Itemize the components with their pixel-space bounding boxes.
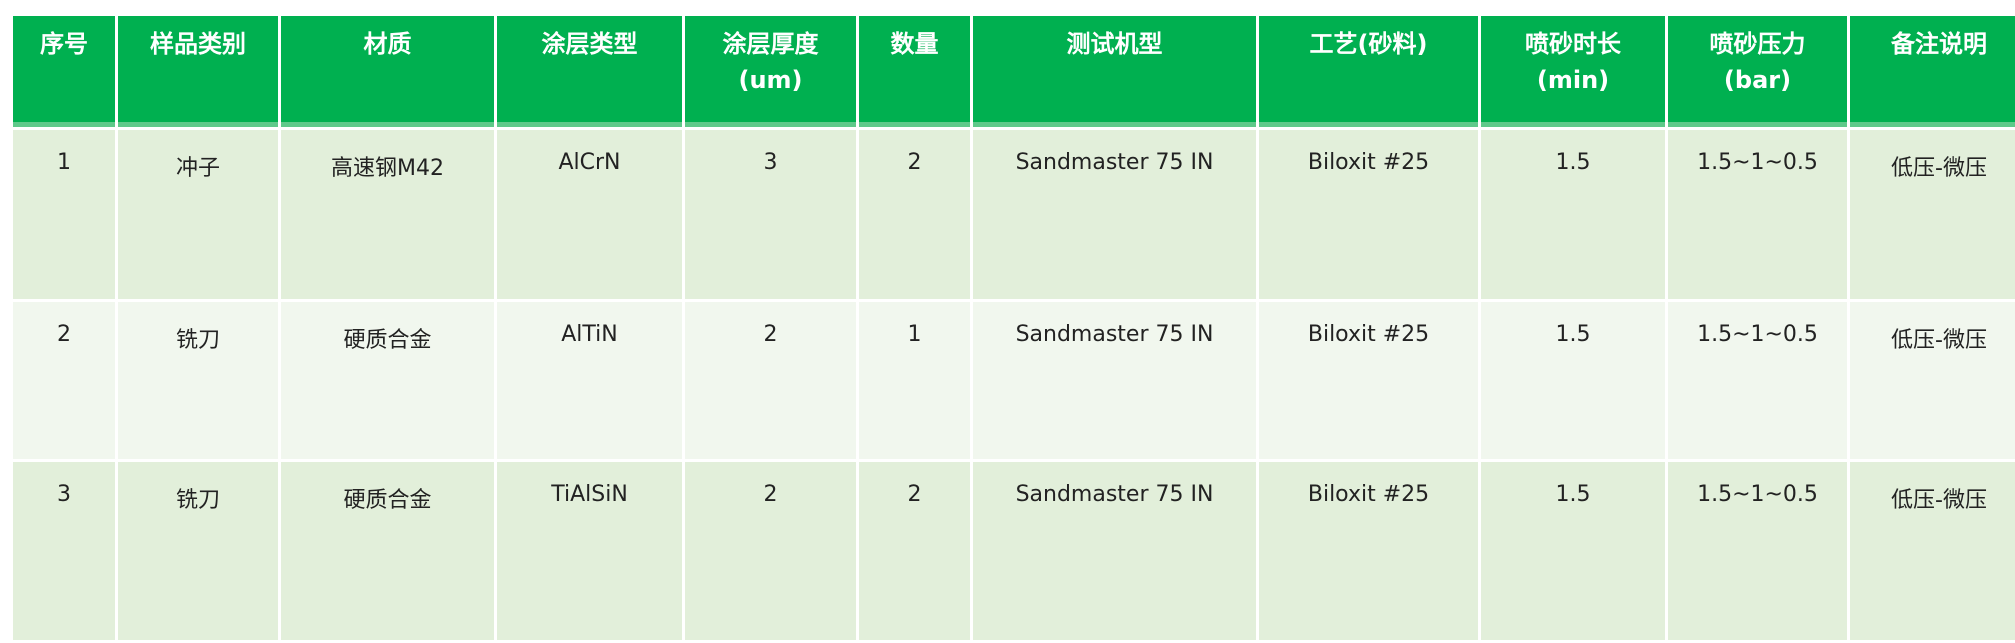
header-remarks: 备注说明 — [1850, 16, 2015, 127]
cell-remarks: 低压-微压 — [1850, 130, 2015, 299]
cell-blast-duration: 1.5 — [1481, 130, 1665, 299]
header-label: 序号 — [40, 30, 88, 58]
cell-coating-type: TiAlSiN — [497, 462, 682, 640]
header-label: 涂层厚度 — [722, 30, 819, 58]
cell-test-machine: Sandmaster 75 IN — [973, 130, 1256, 299]
cell-index: 1 — [13, 130, 115, 299]
header-unit: (min) — [1536, 66, 1610, 94]
header-blast-pressure: 喷砂压力 (bar) — [1668, 16, 1847, 127]
cell-blast-pressure: 1.5~1~0.5 — [1668, 462, 1847, 640]
header-coating-type: 涂层类型 — [497, 16, 682, 127]
cell-coating-thickness: 3 — [685, 130, 856, 299]
cell-coating-type: AlTiN — [497, 302, 682, 459]
header-material: 材质 — [281, 16, 494, 127]
cell-sample-type: 冲子 — [118, 130, 278, 299]
table-row: 3 铣刀 硬质合金 TiAlSiN 2 2 Sandmaster 75 IN Biloxit … — [13, 462, 2015, 640]
header-unit: (um) — [738, 66, 803, 94]
header-label: 备注说明 — [1891, 30, 1987, 58]
cell-quantity: 1 — [859, 302, 970, 459]
sample-table: 序号 样品类别 材质 涂层类型 涂层厚度 (um) 数量 测试机型 工艺(砂料) 喷砂时长 (min… — [10, 13, 2015, 643]
cell-material: 硬质合金 — [281, 462, 494, 640]
cell-material: 硬质合金 — [281, 302, 494, 459]
header-quantity: 数量 — [859, 16, 970, 127]
header-index: 序号 — [13, 16, 115, 127]
cell-sample-type: 铣刀 — [118, 462, 278, 640]
cell-remarks: 低压-微压 — [1850, 302, 2015, 459]
header-label: 工艺(砂料) — [1309, 30, 1428, 58]
header-unit: (bar) — [1723, 66, 1792, 94]
header-sample-type: 样品类别 — [118, 16, 278, 127]
cell-coating-type: AlCrN — [497, 130, 682, 299]
cell-material: 高速钢M42 — [281, 130, 494, 299]
cell-blast-pressure: 1.5~1~0.5 — [1668, 130, 1847, 299]
cell-blast-duration: 1.5 — [1481, 462, 1665, 640]
table-row: 1 冲子 高速钢M42 AlCrN 3 2 Sandmaster 75 IN Biloxit … — [13, 130, 2015, 299]
cell-coating-thickness: 2 — [685, 302, 856, 459]
cell-process-media: Biloxit #25 — [1259, 462, 1478, 640]
header-label: 涂层类型 — [541, 30, 638, 58]
cell-remarks: 低压-微压 — [1850, 462, 2015, 640]
cell-blast-duration: 1.5 — [1481, 302, 1665, 459]
header-test-machine: 测试机型 — [973, 16, 1256, 127]
cell-blast-pressure: 1.5~1~0.5 — [1668, 302, 1847, 459]
header-label: 材质 — [363, 30, 412, 58]
cell-sample-type: 铣刀 — [118, 302, 278, 459]
header-label: 喷砂时长 — [1525, 30, 1621, 58]
cell-test-machine: Sandmaster 75 IN — [973, 302, 1256, 459]
header-label: 喷砂压力 — [1709, 30, 1806, 58]
header-blast-duration: 喷砂时长 (min) — [1481, 16, 1665, 127]
cell-quantity: 2 — [859, 462, 970, 640]
cell-index: 2 — [13, 302, 115, 459]
cell-process-media: Biloxit #25 — [1259, 130, 1478, 299]
cell-index: 3 — [13, 462, 115, 640]
header-coating-thickness: 涂层厚度 (um) — [685, 16, 856, 127]
cell-process-media: Biloxit #25 — [1259, 302, 1478, 459]
cell-test-machine: Sandmaster 75 IN — [973, 462, 1256, 640]
header-label: 测试机型 — [1066, 30, 1163, 58]
cell-coating-thickness: 2 — [685, 462, 856, 640]
header-label: 数量 — [890, 30, 939, 58]
header-label: 样品类别 — [150, 30, 246, 58]
table-row: 2 铣刀 硬质合金 AlTiN 2 1 Sandmaster 75 IN Biloxit #2… — [13, 302, 2015, 459]
header-process-media: 工艺(砂料) — [1259, 16, 1478, 127]
header-row: 序号 样品类别 材质 涂层类型 涂层厚度 (um) 数量 测试机型 工艺(砂料) 喷砂时长 (min… — [13, 16, 2015, 127]
cell-quantity: 2 — [859, 130, 970, 299]
